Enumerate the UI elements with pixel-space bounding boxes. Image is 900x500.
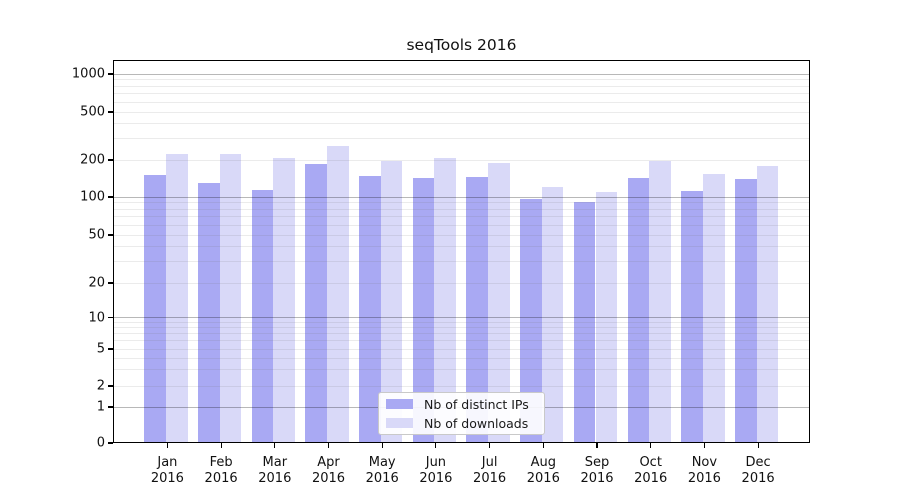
bar-downloads-jan xyxy=(165,154,188,443)
y-tick-200 xyxy=(108,159,113,161)
bar-downloads-sep xyxy=(595,192,618,443)
x-tick-feb xyxy=(220,443,222,448)
bar-distinct-ips-apr xyxy=(305,164,327,443)
gridline-y900 xyxy=(114,79,809,81)
bar-distinct-ips-jun xyxy=(412,177,435,443)
x-tick-label-dec: Dec 2016 xyxy=(741,455,775,486)
y-tick-label-500: 500 xyxy=(80,104,105,120)
legend-label-distinct-ips: Nb of distinct IPs xyxy=(424,396,529,412)
y-tick-1 xyxy=(108,406,113,408)
bar-distinct-ips-sep xyxy=(573,201,596,443)
y-tick-label-5: 5 xyxy=(96,341,105,357)
x-tick-jul xyxy=(489,443,491,448)
x-tick-label-sep: Sep 2016 xyxy=(580,455,614,486)
x-tick-label-jun: Jun 2016 xyxy=(419,455,453,486)
y-tick-label-2: 2 xyxy=(96,378,105,394)
y-tick-500 xyxy=(108,111,113,113)
bar-distinct-ips-oct xyxy=(627,177,650,443)
y-tick-10 xyxy=(108,316,113,319)
bar-distinct-ips-aug xyxy=(520,198,542,443)
bar-distinct-ips-may xyxy=(359,176,381,443)
y-tick-50 xyxy=(108,234,113,236)
x-tick-label-jan: Jan 2016 xyxy=(150,455,184,486)
x-tick-label-apr: Apr 2016 xyxy=(311,455,346,486)
gridline-y300 xyxy=(114,138,809,140)
gridline-y800 xyxy=(114,85,809,87)
x-tick-mar xyxy=(274,443,276,448)
bar-downloads-may xyxy=(380,161,403,443)
x-tick-sep xyxy=(596,443,598,448)
y-tick-label-20: 20 xyxy=(88,275,105,291)
x-tick-dec xyxy=(757,443,759,448)
gridline-y1000 xyxy=(114,73,809,75)
x-tick-label-may: May 2016 xyxy=(365,455,399,486)
y-tick-label-1: 1 xyxy=(96,399,105,415)
y-tick-label-1000: 1000 xyxy=(71,66,105,82)
bar-distinct-ips-jan xyxy=(144,175,166,443)
bar-downloads-aug xyxy=(541,186,564,443)
legend-item-downloads: Nb of downloads xyxy=(386,416,536,431)
x-tick-jan xyxy=(166,443,168,448)
y-tick-5 xyxy=(108,348,113,350)
x-tick-nov xyxy=(703,443,705,448)
bar-distinct-ips-jul xyxy=(466,177,489,443)
gridline-y700 xyxy=(114,93,809,95)
bar-distinct-ips-nov xyxy=(681,190,703,443)
y-tick-1000 xyxy=(108,73,113,75)
x-tick-label-jul: Jul 2016 xyxy=(473,455,507,486)
gridline-y400 xyxy=(114,123,809,125)
y-tick-0 xyxy=(108,442,113,444)
gridline-y600 xyxy=(114,101,809,103)
y-tick-label-200: 200 xyxy=(80,152,105,168)
legend-swatch-distinct-ips xyxy=(386,399,413,409)
chart-title: seqTools 2016 xyxy=(406,36,517,54)
legend: Nb of distinct IPs Nb of downloads xyxy=(378,392,545,435)
y-tick-label-50: 50 xyxy=(88,227,105,243)
x-tick-label-aug: Aug 2016 xyxy=(526,455,560,486)
bar-downloads-jun xyxy=(434,158,457,443)
y-tick-2 xyxy=(108,385,113,387)
legend-item-distinct-ips: Nb of distinct IPs xyxy=(386,397,536,412)
x-tick-label-mar: Mar 2016 xyxy=(258,455,292,486)
y-tick-label-0: 0 xyxy=(96,435,105,451)
y-tick-100 xyxy=(108,196,113,198)
bar-downloads-jul xyxy=(488,163,510,443)
gridline-y200 xyxy=(114,159,809,161)
bar-distinct-ips-feb xyxy=(197,183,220,443)
gridline-y500 xyxy=(114,111,809,113)
x-tick-label-nov: Nov 2016 xyxy=(687,455,721,486)
legend-swatch-downloads xyxy=(386,418,413,428)
y-tick-label-100: 100 xyxy=(80,189,105,205)
x-tick-jun xyxy=(435,443,437,448)
bar-downloads-nov xyxy=(702,174,725,443)
bar-downloads-oct xyxy=(649,160,671,443)
x-tick-apr xyxy=(327,443,330,448)
x-tick-label-feb: Feb 2016 xyxy=(204,455,238,486)
bar-distinct-ips-dec xyxy=(734,179,757,443)
bar-downloads-apr xyxy=(327,146,349,443)
bar-distinct-ips-mar xyxy=(251,189,274,443)
x-tick-label-oct: Oct 2016 xyxy=(634,455,668,486)
x-tick-may xyxy=(381,443,383,448)
legend-label-downloads: Nb of downloads xyxy=(424,415,529,431)
bar-downloads-dec xyxy=(756,165,779,443)
y-tick-label-10: 10 xyxy=(88,310,105,325)
x-tick-oct xyxy=(650,443,652,448)
x-tick-aug xyxy=(542,443,544,448)
bar-downloads-feb xyxy=(219,154,242,443)
bar-downloads-mar xyxy=(273,158,295,443)
y-tick-20 xyxy=(108,282,113,284)
